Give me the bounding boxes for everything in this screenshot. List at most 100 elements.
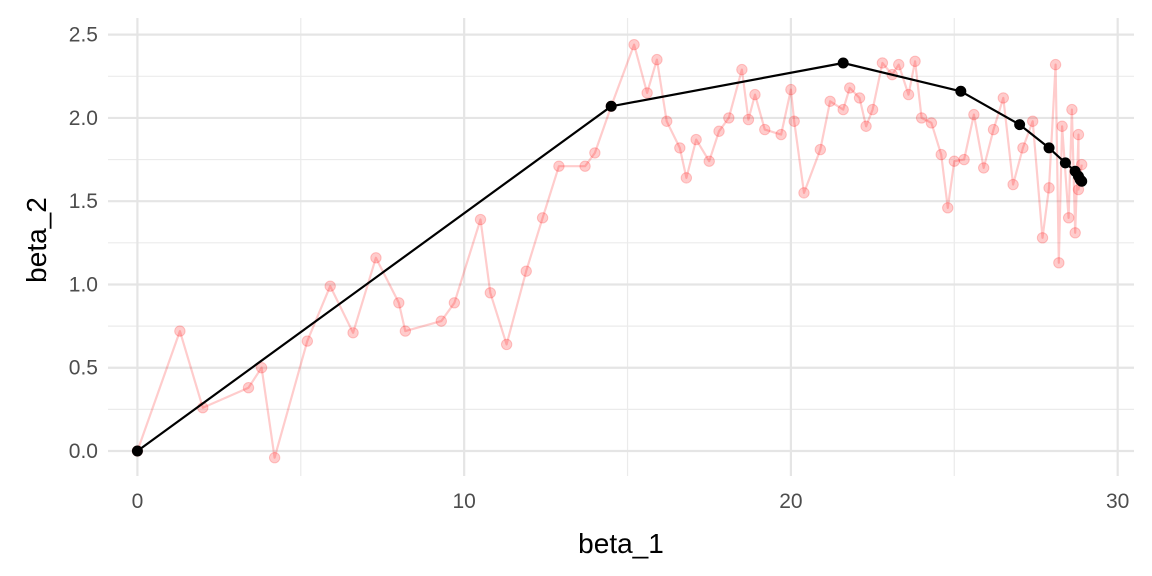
series-line (136, 43, 1083, 459)
data-point (399, 325, 412, 337)
data-point (448, 297, 461, 309)
data-point (1076, 158, 1088, 171)
data-point (651, 53, 663, 66)
data-point (723, 112, 735, 124)
x-tick-label: 20 (779, 490, 802, 513)
data-point (628, 38, 640, 51)
data-point (579, 160, 591, 172)
data-point (785, 83, 797, 96)
data-point (1007, 178, 1019, 191)
data-point (1053, 257, 1065, 269)
data-point (347, 327, 359, 339)
data-point (1069, 227, 1081, 239)
data-point (1066, 103, 1078, 116)
data-point (749, 88, 761, 101)
data-point (775, 128, 787, 141)
data-point (589, 147, 601, 159)
data-point (958, 153, 970, 166)
data-point (435, 315, 447, 327)
data-point (393, 297, 405, 309)
major-gridlines (108, 18, 1134, 476)
data-point (948, 155, 960, 167)
y-tick-label: 2.5 (69, 24, 98, 47)
data-point (674, 142, 686, 154)
data-point (1056, 120, 1068, 132)
data-point (997, 92, 1009, 104)
data-point (1017, 142, 1029, 154)
data-point (977, 162, 990, 174)
series-red-trace (131, 38, 1088, 464)
data-point (844, 82, 856, 94)
data-point (301, 335, 314, 347)
data-point (641, 87, 653, 99)
data-point (987, 123, 1000, 136)
x-tick-labels: 0 10 20 30 (132, 490, 1130, 513)
x-tick-label: 30 (1106, 490, 1129, 513)
data-point (500, 338, 513, 351)
y-tick-label: 1.5 (69, 190, 98, 213)
series-layer (131, 38, 1088, 464)
series-black-trace (131, 57, 1088, 457)
data-point (798, 187, 810, 199)
data-point (324, 280, 336, 292)
data-point (536, 212, 549, 224)
data-point (520, 265, 532, 277)
y-tick-label: 0.0 (69, 440, 98, 463)
data-point (736, 63, 748, 76)
data-point (474, 213, 487, 226)
data-point (915, 112, 928, 124)
data-point (925, 117, 938, 129)
y-tick-label: 2.0 (69, 107, 98, 130)
data-point (942, 202, 954, 214)
data-point (605, 100, 617, 112)
data-point (814, 143, 827, 156)
data-point (484, 287, 496, 299)
data-point (935, 148, 947, 161)
data-point (255, 362, 268, 374)
data-point (131, 445, 143, 457)
data-point (1049, 58, 1062, 71)
series-line (136, 61, 1083, 452)
data-point (837, 103, 849, 116)
y-tick-labels: 0.0 0.5 1.0 1.5 2.0 2.5 (69, 24, 98, 463)
data-point (1076, 175, 1088, 187)
data-point (1059, 157, 1071, 169)
data-point (553, 160, 565, 172)
data-point (893, 58, 905, 71)
minor-gridlines (108, 18, 1134, 476)
data-point (703, 155, 715, 167)
x-tick-label: 0 (132, 490, 144, 513)
data-point (866, 103, 879, 116)
data-point (853, 92, 866, 104)
data-point (680, 172, 693, 184)
data-point (759, 123, 771, 136)
data-point (968, 108, 980, 121)
data-point (242, 382, 255, 394)
data-point (370, 252, 382, 264)
data-point (1027, 115, 1039, 127)
data-point (661, 115, 673, 127)
data-point (713, 125, 725, 137)
data-point (690, 133, 702, 146)
data-point (860, 120, 872, 132)
data-point (174, 325, 186, 337)
data-point (1062, 212, 1075, 224)
data-point (824, 95, 836, 107)
data-point (1072, 128, 1085, 141)
y-axis-title: beta_2 (21, 197, 52, 283)
y-tick-label: 0.5 (69, 357, 98, 380)
data-point (742, 113, 755, 126)
data-point (876, 57, 889, 69)
data-point (268, 451, 281, 464)
data-point (902, 88, 915, 101)
y-tick-label: 1.0 (69, 273, 98, 296)
x-tick-label: 10 (452, 490, 475, 513)
data-point (1043, 142, 1055, 154)
data-point (1043, 182, 1055, 194)
data-point (788, 115, 800, 127)
data-point (1014, 119, 1026, 131)
data-point (909, 55, 921, 68)
data-point (1036, 232, 1049, 244)
x-axis-title: beta_1 (578, 528, 664, 559)
